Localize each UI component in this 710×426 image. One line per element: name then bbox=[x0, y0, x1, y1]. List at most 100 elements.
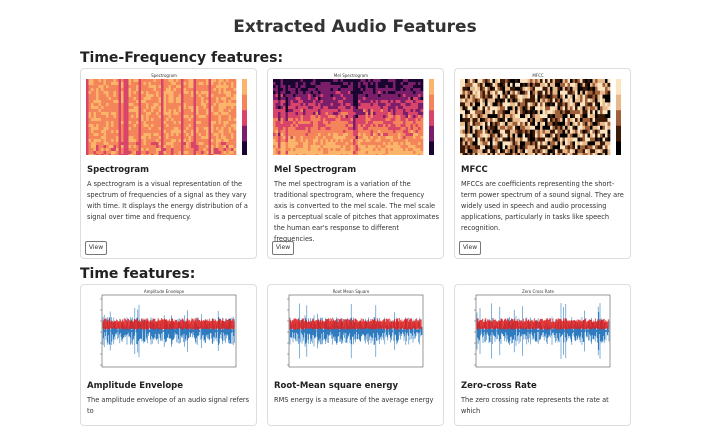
heatmap-cell bbox=[472, 133, 476, 138]
heatmap-cell bbox=[221, 142, 224, 146]
heatmap-cell bbox=[93, 88, 97, 92]
heatmap-cell bbox=[183, 151, 187, 155]
heatmap-cell bbox=[96, 94, 99, 98]
view-button[interactable]: View bbox=[85, 241, 107, 255]
heatmap-cell bbox=[148, 85, 152, 89]
heatmap-cell bbox=[408, 112, 411, 116]
heatmap-cell bbox=[158, 118, 162, 122]
heatmap-cell bbox=[166, 121, 169, 125]
heatmap-cell bbox=[470, 82, 473, 88]
heatmap-cell bbox=[171, 124, 174, 128]
heatmap-cell bbox=[477, 86, 481, 91]
heatmap-cell bbox=[398, 130, 401, 134]
heatmap-cell bbox=[540, 106, 543, 111]
heatmap-cell bbox=[373, 91, 376, 95]
heatmap-cell bbox=[221, 124, 224, 128]
heatmap-cell bbox=[113, 97, 117, 101]
heatmap-cell bbox=[221, 103, 224, 107]
heatmap-cell bbox=[383, 79, 386, 83]
heatmap-cell bbox=[415, 130, 419, 134]
heatmap-cell bbox=[310, 124, 314, 128]
heatmap-cell bbox=[153, 97, 157, 101]
heatmap-cell bbox=[520, 102, 523, 107]
heatmap-cell bbox=[413, 82, 416, 86]
heatmap-cell bbox=[380, 82, 384, 86]
heatmap-cell bbox=[340, 88, 344, 92]
heatmap-cell bbox=[490, 106, 493, 111]
heatmap-cell bbox=[153, 88, 157, 92]
heatmap-cell bbox=[393, 115, 396, 119]
heatmap-cell bbox=[527, 129, 531, 134]
heatmap-cell bbox=[141, 79, 144, 83]
heatmap-cell bbox=[420, 121, 424, 125]
view-button[interactable]: View bbox=[459, 241, 481, 255]
heatmap-cell bbox=[213, 82, 217, 86]
heatmap-cell bbox=[273, 121, 276, 125]
heatmap-cell bbox=[96, 91, 99, 95]
heatmap-cell bbox=[607, 98, 611, 103]
heatmap-cell bbox=[467, 102, 471, 107]
heatmap-cell bbox=[161, 100, 164, 104]
heatmap-cell bbox=[567, 114, 571, 119]
heatmap-cell bbox=[226, 130, 229, 134]
heatmap-cell bbox=[470, 79, 473, 84]
view-button[interactable]: View bbox=[272, 241, 294, 255]
heatmap-cell bbox=[181, 118, 184, 122]
heatmap-cell bbox=[151, 115, 154, 119]
heatmap-cell bbox=[318, 79, 321, 83]
heatmap-cell bbox=[131, 118, 134, 122]
heatmap-cell bbox=[91, 97, 94, 101]
heatmap-cell bbox=[121, 142, 124, 146]
heatmap-cell bbox=[408, 136, 411, 140]
heatmap-cell bbox=[385, 133, 389, 137]
heatmap-cell bbox=[118, 109, 122, 113]
heatmap-cell bbox=[398, 148, 401, 152]
heatmap-cell bbox=[482, 121, 486, 127]
heatmap-cell bbox=[335, 103, 339, 107]
heatmap-cell bbox=[88, 97, 92, 101]
heatmap-cell bbox=[547, 94, 551, 99]
heatmap-cell bbox=[305, 91, 309, 95]
heatmap-cell bbox=[156, 97, 159, 101]
heatmap-cell bbox=[465, 82, 468, 88]
heatmap-cell bbox=[223, 154, 227, 155]
heatmap-cell bbox=[231, 91, 234, 95]
heatmap-cell bbox=[280, 133, 284, 137]
heatmap-cell bbox=[188, 133, 192, 137]
colorbar bbox=[429, 141, 434, 155]
heatmap-cell bbox=[313, 124, 316, 128]
heatmap-cell bbox=[113, 136, 117, 140]
feature-card: Zero Cross Rate Zero-cross Rate The zero c… bbox=[454, 284, 631, 426]
colorbar bbox=[616, 110, 621, 126]
heatmap-cell bbox=[542, 153, 546, 155]
heatmap-cell bbox=[118, 79, 122, 83]
heatmap-cell bbox=[532, 98, 536, 103]
heatmap-cell bbox=[168, 112, 172, 116]
heatmap-cell bbox=[111, 91, 114, 95]
heatmap-cell bbox=[587, 90, 591, 95]
heatmap-cell bbox=[410, 115, 414, 119]
heatmap-cell bbox=[213, 154, 217, 155]
heatmap-cell bbox=[320, 130, 324, 134]
heatmap-cell bbox=[403, 118, 406, 122]
heatmap-cell bbox=[420, 100, 424, 104]
heatmap-cell bbox=[552, 118, 556, 123]
heatmap-cell bbox=[597, 86, 601, 91]
heatmap-cell bbox=[570, 145, 573, 150]
heatmap-cell bbox=[465, 133, 468, 138]
heatmap-cell bbox=[510, 121, 513, 127]
heatmap-cell bbox=[418, 82, 421, 86]
heatmap-cell bbox=[592, 125, 596, 130]
heatmap-cell bbox=[393, 106, 396, 110]
heatmap-cell bbox=[228, 124, 232, 128]
heatmap-cell bbox=[293, 115, 296, 119]
heatmap-cell bbox=[355, 79, 359, 83]
heatmap-cell bbox=[93, 127, 97, 131]
heatmap-cell bbox=[562, 82, 566, 88]
heatmap-cell bbox=[158, 136, 162, 140]
heatmap-cell bbox=[285, 112, 289, 116]
heatmap-cell bbox=[530, 98, 533, 103]
heatmap-cell bbox=[116, 127, 119, 131]
heatmap-cell bbox=[98, 91, 102, 95]
heatmap-cell bbox=[340, 133, 344, 137]
